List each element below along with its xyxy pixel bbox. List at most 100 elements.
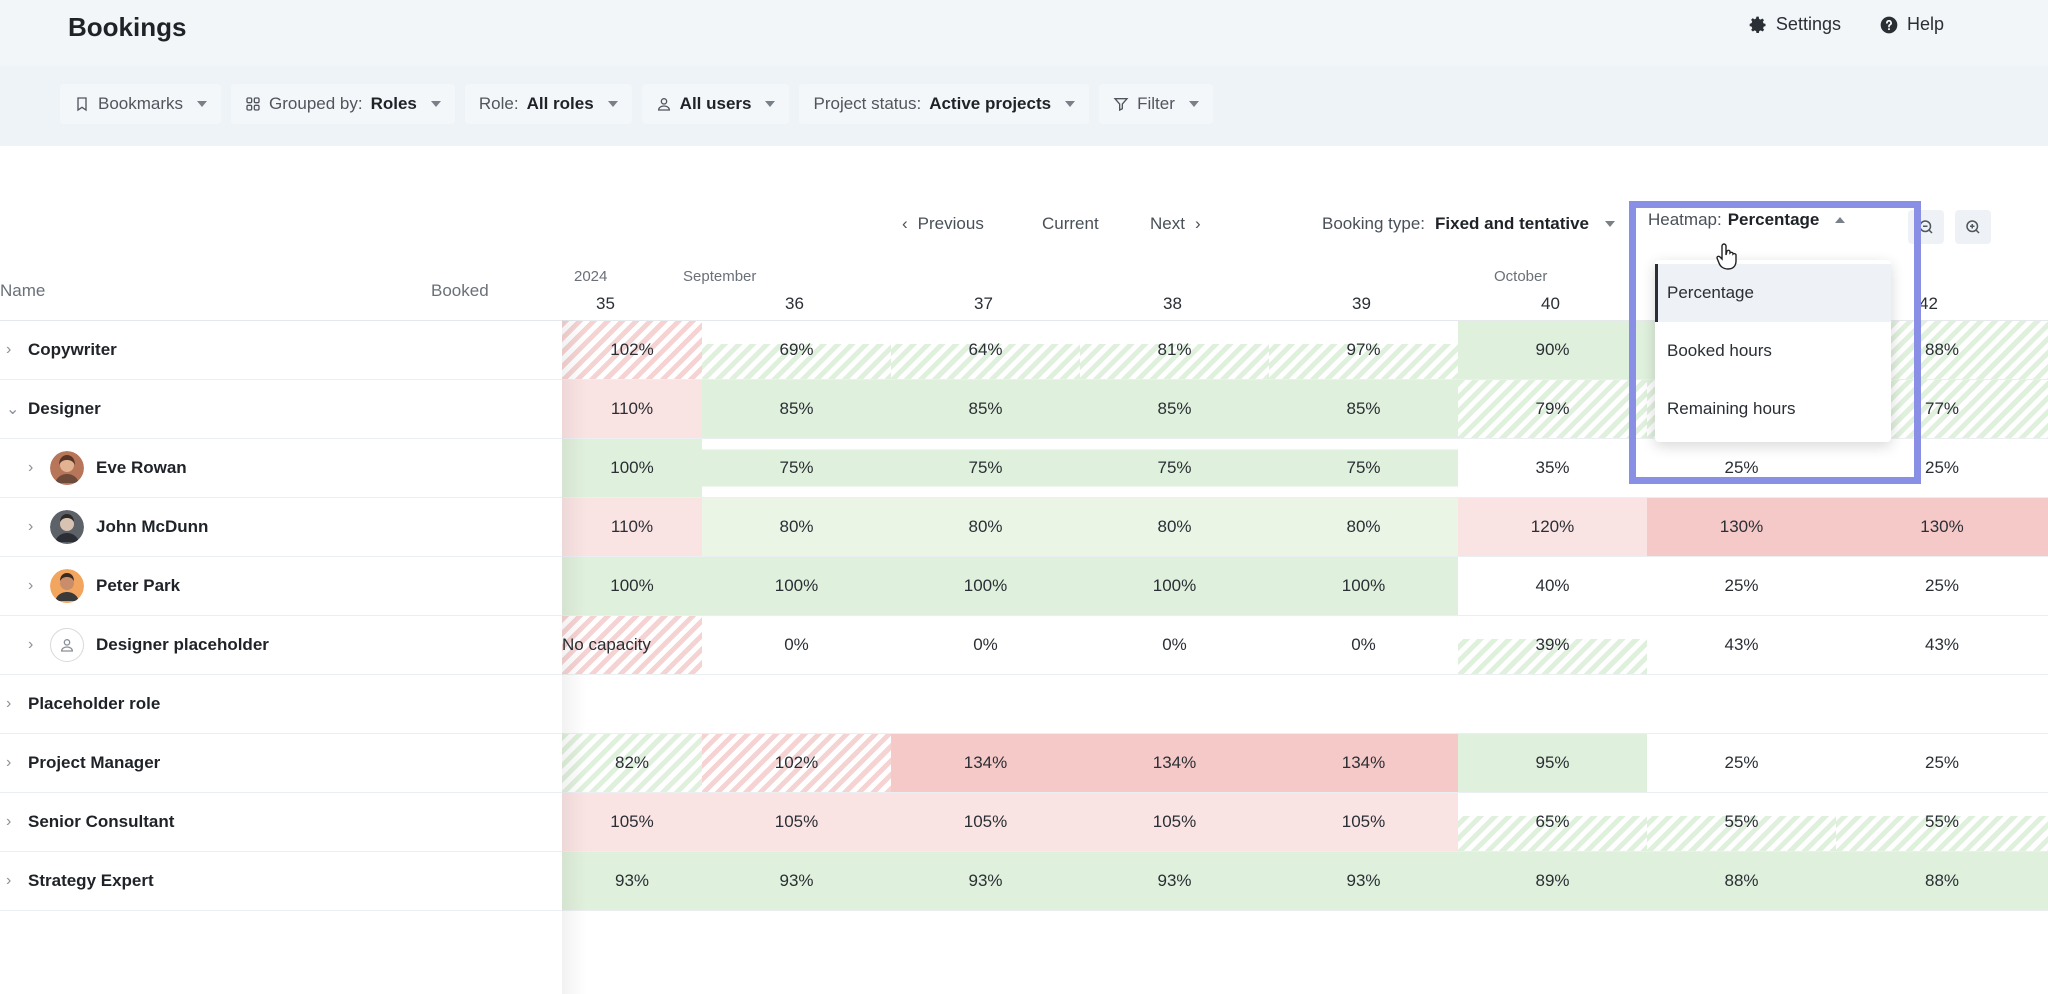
table-row[interactable]: › Designer placeholder No capacity 0% 0%… xyxy=(0,616,2048,675)
heatmap-cell[interactable]: 100% xyxy=(562,557,702,615)
heatmap-cell[interactable]: 40% xyxy=(1458,557,1647,615)
heatmap-cell[interactable]: 64% xyxy=(891,321,1080,379)
row-label[interactable]: › Placeholder role xyxy=(6,675,160,733)
heatmap-cell[interactable]: 0% xyxy=(891,616,1080,674)
table-row[interactable]: › Eve Rowan 100% 75% 75% 75% 75% 35% 25%… xyxy=(0,439,2048,498)
name-column-header[interactable]: Name xyxy=(0,281,46,300)
heatmap-cell[interactable]: 97% xyxy=(1269,321,1458,379)
heatmap-cell[interactable]: 93% xyxy=(702,852,891,910)
heatmap-cell[interactable]: 85% xyxy=(891,380,1080,438)
heatmap-cell[interactable]: 82% xyxy=(562,734,702,792)
heatmap-cell[interactable]: 105% xyxy=(702,793,891,851)
chevron-right-icon[interactable]: › xyxy=(28,459,34,476)
heatmap-cell[interactable]: 105% xyxy=(1080,793,1269,851)
row-label[interactable]: › Senior Consultant xyxy=(6,793,174,851)
heatmap-cell[interactable]: 95% xyxy=(1458,734,1647,792)
table-row[interactable]: › Project Manager 82% 102% 134% 134% 134%… xyxy=(0,734,2048,793)
booking-type-dropdown[interactable]: Booking type: Fixed and tentative xyxy=(1322,214,1615,234)
heatmap-cell[interactable]: 110% xyxy=(562,498,702,556)
chevron-right-icon[interactable]: › xyxy=(6,872,12,889)
heatmap-cell[interactable]: 105% xyxy=(891,793,1080,851)
row-label[interactable]: ⌄ Designer xyxy=(6,380,101,438)
heatmap-cell[interactable]: 69% xyxy=(702,321,891,379)
heatmap-cell[interactable]: 100% xyxy=(1269,557,1458,615)
table-row[interactable]: › Peter Park 100% 100% 100% 100% 100% 40… xyxy=(0,557,2048,616)
heatmap-cell[interactable]: 80% xyxy=(702,498,891,556)
heatmap-cell[interactable]: 85% xyxy=(702,380,891,438)
table-row[interactable]: › John McDunn 110% 80% 80% 80% 80% 120% … xyxy=(0,498,2048,557)
zoom-out-button[interactable] xyxy=(1908,210,1944,244)
heatmap-cell[interactable]: 134% xyxy=(1269,734,1458,792)
heatmap-cell[interactable]: 65% xyxy=(1458,793,1647,851)
heatmap-cell[interactable]: 102% xyxy=(702,734,891,792)
heatmap-cell[interactable]: 105% xyxy=(562,793,702,851)
heatmap-cell[interactable]: 25% xyxy=(1647,734,1836,792)
heatmap-dropdown[interactable]: Heatmap: Percentage xyxy=(1648,210,1846,230)
zoom-in-button[interactable] xyxy=(1955,210,1991,244)
heatmap-cell[interactable]: 88% xyxy=(1836,852,2048,910)
heatmap-cell[interactable]: 79% xyxy=(1458,380,1647,438)
heatmap-option-percentage[interactable]: Percentage xyxy=(1655,264,1891,322)
heatmap-cell[interactable]: 0% xyxy=(702,616,891,674)
heatmap-cell[interactable]: 35% xyxy=(1458,439,1647,497)
booked-column-header[interactable]: Booked xyxy=(431,281,489,300)
heatmap-cell[interactable]: 100% xyxy=(891,557,1080,615)
heatmap-cell[interactable]: 102% xyxy=(562,321,702,379)
row-label[interactable]: › Peter Park xyxy=(28,557,180,615)
heatmap-cell[interactable]: 39% xyxy=(1458,616,1647,674)
chevron-right-icon[interactable]: › xyxy=(28,636,34,653)
heatmap-option-remaining-hours[interactable]: Remaining hours xyxy=(1667,399,1796,418)
row-label[interactable]: › Project Manager xyxy=(6,734,160,792)
chevron-right-icon[interactable]: › xyxy=(6,341,12,358)
heatmap-cell[interactable]: 130% xyxy=(1836,498,2048,556)
project-status-dropdown[interactable]: Project status: Active projects xyxy=(799,84,1090,124)
row-label[interactable]: › Strategy Expert xyxy=(6,852,154,910)
bookmarks-dropdown[interactable]: Bookmarks xyxy=(60,84,222,124)
users-dropdown[interactable]: All users xyxy=(641,84,790,124)
grouped-by-dropdown[interactable]: Grouped by: Roles xyxy=(231,84,455,124)
heatmap-cell[interactable]: 93% xyxy=(562,852,702,910)
heatmap-cell[interactable]: 89% xyxy=(1458,852,1647,910)
row-label[interactable]: › John McDunn xyxy=(28,498,208,556)
heatmap-cell[interactable]: 130% xyxy=(1647,498,1836,556)
heatmap-cell[interactable]: 81% xyxy=(1080,321,1269,379)
heatmap-cell[interactable]: 134% xyxy=(891,734,1080,792)
heatmap-cell[interactable]: 43% xyxy=(1647,616,1836,674)
heatmap-cell[interactable]: 25% xyxy=(1647,439,1836,497)
heatmap-cell[interactable]: 75% xyxy=(1080,439,1269,497)
heatmap-cell[interactable]: 25% xyxy=(1836,557,2048,615)
previous-button[interactable]: ‹ Previous xyxy=(902,214,984,234)
heatmap-cell[interactable]: 43% xyxy=(1836,616,2048,674)
heatmap-cell[interactable]: 88% xyxy=(1647,852,1836,910)
heatmap-cell[interactable]: 110% xyxy=(562,380,702,438)
heatmap-cell[interactable]: 25% xyxy=(1836,439,2048,497)
heatmap-cell[interactable]: 93% xyxy=(1269,852,1458,910)
heatmap-cell[interactable]: 93% xyxy=(891,852,1080,910)
heatmap-cell[interactable]: 105% xyxy=(1269,793,1458,851)
row-label[interactable]: › Eve Rowan xyxy=(28,439,187,497)
chevron-right-icon[interactable]: › xyxy=(6,695,12,712)
heatmap-cell[interactable]: 100% xyxy=(702,557,891,615)
heatmap-cell[interactable]: 75% xyxy=(1269,439,1458,497)
settings-button[interactable]: Settings xyxy=(1748,14,1841,35)
heatmap-cell[interactable]: 55% xyxy=(1647,793,1836,851)
row-label[interactable]: › Copywriter xyxy=(6,321,117,379)
heatmap-cell[interactable]: 85% xyxy=(1080,380,1269,438)
chevron-right-icon[interactable]: › xyxy=(6,813,12,830)
heatmap-cell[interactable]: 75% xyxy=(891,439,1080,497)
heatmap-option-booked-hours[interactable]: Booked hours xyxy=(1667,341,1772,360)
role-dropdown[interactable]: Role: All roles xyxy=(464,84,632,124)
heatmap-cell[interactable]: 100% xyxy=(1080,557,1269,615)
heatmap-cell[interactable]: 85% xyxy=(1269,380,1458,438)
heatmap-cell[interactable]: 80% xyxy=(1080,498,1269,556)
table-row[interactable]: › Strategy Expert 93% 93% 93% 93% 93% 89%… xyxy=(0,852,2048,911)
filter-dropdown[interactable]: Filter xyxy=(1099,84,1213,124)
heatmap-cell[interactable]: 80% xyxy=(1269,498,1458,556)
heatmap-cell[interactable]: 0% xyxy=(1080,616,1269,674)
heatmap-cell[interactable]: 55% xyxy=(1836,793,2048,851)
chevron-right-icon[interactable]: › xyxy=(28,577,34,594)
help-button[interactable]: Help xyxy=(1879,14,1944,35)
heatmap-cell[interactable]: 25% xyxy=(1836,734,2048,792)
table-row[interactable]: › Senior Consultant 105% 105% 105% 105% 1… xyxy=(0,793,2048,852)
current-button[interactable]: Current xyxy=(1042,214,1099,234)
